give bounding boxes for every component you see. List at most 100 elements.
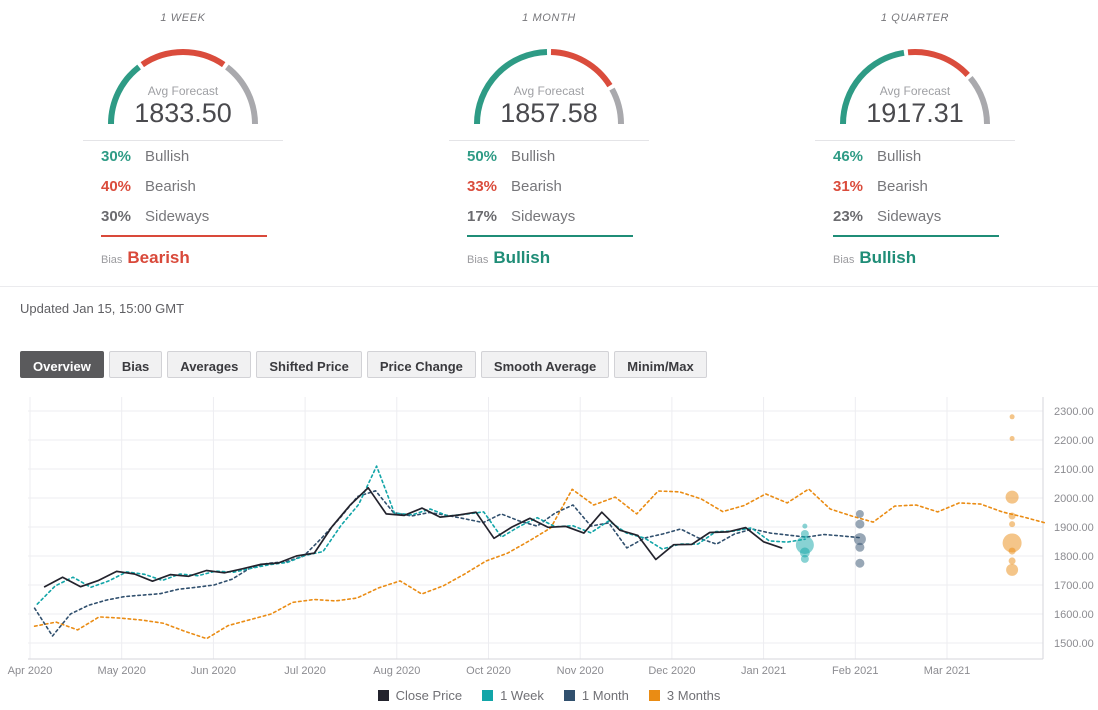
svg-text:1800.00: 1800.00 [1054,551,1094,563]
bearish-percent: 40% [101,177,132,195]
bias-value: Bullish [493,248,551,267]
forecast-panel-1-month: 1 MONTH Avg Forecast 1857.58 50% Bullish… [366,0,732,286]
series-1-week [36,465,806,605]
bias-row: Bias Bearish [101,248,283,268]
legend-label: 1 Month [581,688,629,703]
tab-bias[interactable]: Bias [108,351,163,378]
legend-swatch [482,690,494,701]
bias-underline [833,235,999,237]
svg-text:Oct 2020: Oct 2020 [466,665,511,677]
svg-text:Jun 2020: Jun 2020 [191,665,236,677]
bearish-row: 31% Bearish [815,171,1015,201]
bearish-percent: 31% [833,177,864,195]
updated-section: Updated Jan 15, 15:00 GMT [0,286,1098,339]
tab-averages[interactable]: Averages [167,351,252,378]
panel-title: 1 WEEK [160,12,206,24]
legend-item-close-price: Close Price [377,688,463,703]
sideways-row: 23% Sideways [815,201,1015,231]
svg-text:Mar 2021: Mar 2021 [924,665,970,677]
forecast-panel-1-week: 1 WEEK Avg Forecast 1833.50 30% Bullish … [0,0,366,286]
grid [28,397,1043,659]
svg-text:1500.00: 1500.00 [1054,638,1094,650]
legend-item-1-week: 1 Week [482,688,544,703]
series-close-price [43,486,783,588]
avg-forecast-label: Avg Forecast [513,84,585,98]
x-axis-labels: Apr 2020 May 2020 Jun 2020 Jul 2020 Aug 2020… [8,665,971,677]
legend-label: 1 Week [500,688,544,703]
tab-smooth-average[interactable]: Smooth Average [480,351,610,378]
bullish-row: 50% Bullish [449,141,649,171]
svg-text:Feb 2021: Feb 2021 [832,665,878,677]
forecast-panel-1-quarter: 1 QUARTER Avg Forecast 1917.31 46% Bulli… [732,0,1098,286]
avg-forecast-value: 1833.50 [134,98,232,128]
bearish-row: 40% Bearish [83,171,283,201]
bias-row: Bias Bullish [833,248,1015,268]
svg-text:Aug 2020: Aug 2020 [373,665,420,677]
avg-forecast-value: 1857.58 [500,98,598,128]
svg-text:Dec 2020: Dec 2020 [648,665,695,677]
divider [83,140,283,141]
gauge-arc [840,48,990,125]
bias-underline [467,235,633,237]
svg-text:May 2020: May 2020 [98,665,146,677]
tab-minim-max[interactable]: Minim/Max [614,351,707,378]
svg-text:2100.00: 2100.00 [1054,464,1094,476]
y-axis-labels: 2300.00 2200.00 2100.00 2000.00 1900.00 1800.… [1054,406,1094,650]
bullish-percent: 50% [467,147,498,165]
legend-swatch [377,690,389,701]
sideways-label: Sideways [877,207,942,225]
legend-label: Close Price [395,688,463,703]
bias-value: Bullish [859,248,917,267]
legend-item-3-months: 3 Months [648,688,720,703]
tab-overview[interactable]: Overview [20,351,104,378]
bias-label: Bias [101,254,123,266]
chart-tabs: Overview Bias Averages Shifted Price Price C… [20,351,1098,378]
bias-value: Bearish [127,248,190,267]
bias-label: Bias [833,254,855,266]
sideways-percent: 23% [833,207,864,225]
svg-text:Jan 2021: Jan 2021 [741,665,786,677]
svg-text:1600.00: 1600.00 [1054,609,1094,621]
bias-label: Bias [467,254,489,266]
svg-text:Jul 2020: Jul 2020 [284,665,326,677]
bearish-label: Bearish [877,177,928,195]
panel-title: 1 MONTH [522,12,576,24]
bullish-label: Bullish [145,147,190,165]
divider [449,140,649,141]
bearish-percent: 33% [467,177,498,195]
bearish-row: 33% Bearish [449,171,649,201]
tab-price-change[interactable]: Price Change [366,351,476,378]
bubbles-3-months [1002,414,1022,576]
bubbles-1-week [795,523,814,563]
svg-text:2000.00: 2000.00 [1054,493,1094,505]
svg-text:2300.00: 2300.00 [1054,406,1094,418]
updated-timestamp: Updated Jan 15, 15:00 GMT [20,301,185,316]
avg-forecast-label: Avg Forecast [879,84,951,98]
panel-title: 1 QUARTER [880,12,950,24]
bias-underline [101,235,267,237]
gauge-arc [108,49,258,125]
legend-item-1-month: 1 Month [563,688,629,703]
svg-text:1700.00: 1700.00 [1054,580,1094,592]
legend-swatch [648,690,660,701]
svg-text:Apr 2020: Apr 2020 [8,665,53,677]
svg-text:2200.00: 2200.00 [1054,435,1094,447]
bearish-label: Bearish [511,177,562,195]
bubbles-1-month [853,509,866,568]
sideways-percent: 30% [101,207,132,225]
chart-legend: Close Price 1 Week 1 Month 3 Months [0,688,1098,703]
avg-forecast-value: 1917.31 [866,98,964,128]
forecast-panels-row: 1 WEEK Avg Forecast 1833.50 30% Bullish … [0,0,1098,286]
bullish-label: Bullish [877,147,922,165]
forecast-gauge: Avg Forecast 1833.50 [83,28,283,128]
forecast-chart: 2300.00 2200.00 2100.00 2000.00 1900.00 1800.… [0,391,1098,703]
bullish-percent: 30% [101,147,132,165]
sideways-label: Sideways [145,207,210,225]
divider [815,140,1015,141]
sideways-row: 17% Sideways [449,201,649,231]
bullish-label: Bullish [511,147,556,165]
avg-forecast-label: Avg Forecast [147,84,219,98]
tab-shifted-price[interactable]: Shifted Price [256,351,362,378]
forecast-gauge: Avg Forecast 1857.58 [449,28,649,128]
series-3-months [33,488,1047,640]
